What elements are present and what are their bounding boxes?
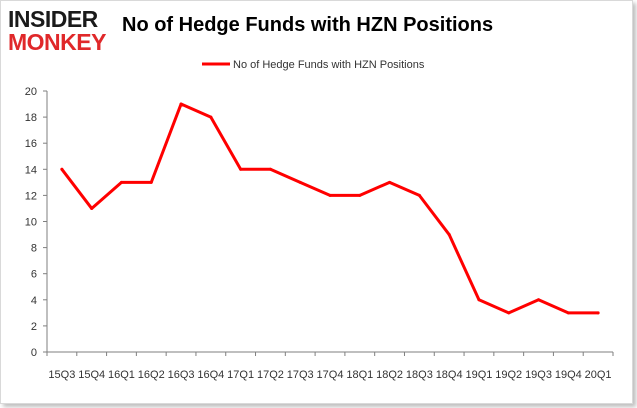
y-tick-label: 10 — [25, 217, 37, 229]
x-tick-label: 20Q1 — [585, 369, 612, 381]
x-tick-label: 17Q2 — [257, 369, 284, 381]
data-point — [60, 167, 64, 171]
y-tick-label: 20 — [25, 86, 37, 98]
x-tick-label: 18Q3 — [406, 369, 433, 381]
x-tick-label: 17Q1 — [227, 369, 254, 381]
data-point — [298, 180, 302, 184]
y-tick-label: 0 — [31, 347, 37, 359]
chart-title: No of Hedge Funds with HZN Positions — [122, 14, 494, 36]
y-tick-label: 14 — [25, 164, 37, 176]
data-point — [477, 298, 481, 302]
data-point — [328, 193, 332, 197]
x-tick-label: 19Q1 — [465, 369, 492, 381]
data-point — [447, 233, 451, 237]
data-point — [358, 193, 362, 197]
y-tick-label: 6 — [31, 269, 37, 281]
x-tick-label: 18Q1 — [346, 369, 373, 381]
data-point — [119, 180, 123, 184]
data-point — [537, 298, 541, 302]
x-tick-label: 16Q2 — [138, 369, 165, 381]
x-tick-label: 17Q3 — [287, 369, 314, 381]
data-point — [268, 167, 272, 171]
y-tick-label: 12 — [25, 190, 37, 202]
data-point — [149, 180, 153, 184]
y-tick-label: 8 — [31, 243, 37, 255]
data-point — [417, 193, 421, 197]
x-tick-label: 16Q4 — [197, 369, 224, 381]
data-point — [209, 115, 213, 119]
x-tick-label: 18Q2 — [376, 369, 403, 381]
logo-text-monkey: MONKEY — [8, 29, 106, 55]
y-tick-label: 18 — [25, 112, 37, 124]
data-point — [566, 311, 570, 315]
data-point — [179, 102, 183, 106]
logo-text-insider: INSIDER — [8, 6, 98, 32]
data-point — [388, 180, 392, 184]
x-tick-label: 18Q4 — [436, 369, 463, 381]
insider-monkey-logo: INSIDER MONKEY — [8, 6, 118, 56]
x-tick-label: 16Q3 — [168, 369, 195, 381]
y-tick-label: 2 — [31, 321, 37, 333]
data-point — [90, 206, 94, 210]
x-tick-label: 19Q2 — [495, 369, 522, 381]
data-point — [507, 311, 511, 315]
data-point — [239, 167, 243, 171]
x-tick-label: 19Q4 — [555, 369, 582, 381]
series-line — [60, 102, 600, 315]
x-tick-label: 19Q3 — [525, 369, 552, 381]
x-tick-label: 15Q4 — [78, 369, 105, 381]
y-tick-label: 16 — [25, 138, 37, 150]
legend-label: No of Hedge Funds with HZN Positions — [233, 59, 425, 71]
x-tick-label: 17Q4 — [317, 369, 344, 381]
data-point — [596, 311, 600, 315]
x-tick-label: 16Q1 — [108, 369, 135, 381]
y-tick-label: 4 — [31, 295, 37, 307]
x-tick-label: 15Q3 — [48, 369, 75, 381]
